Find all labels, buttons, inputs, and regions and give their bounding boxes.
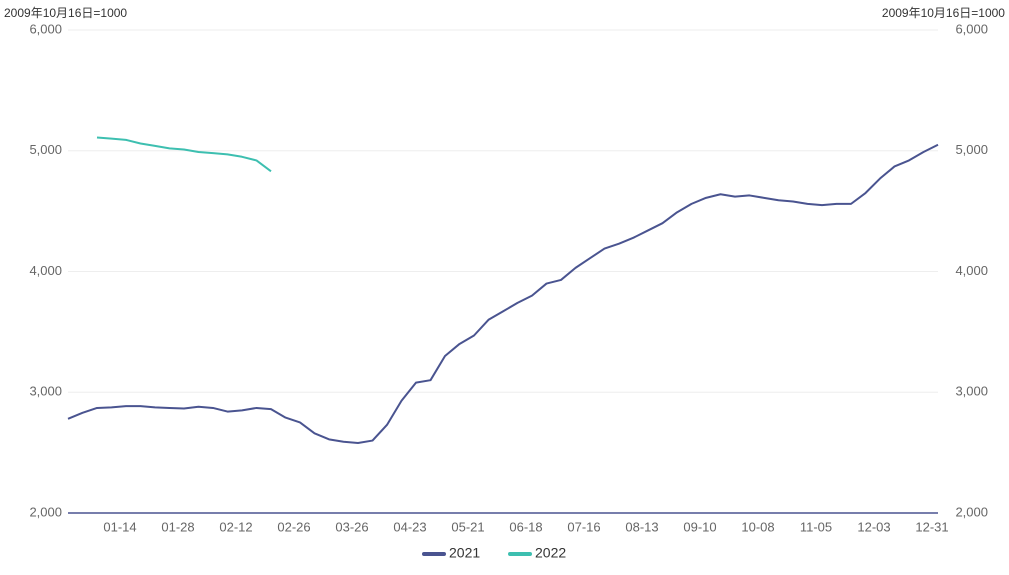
x-tick-label: 07-16 — [567, 519, 600, 534]
x-tick-label: 08-13 — [625, 519, 658, 534]
x-tick-label: 02-12 — [219, 519, 252, 534]
y2-tick-label: 3,000 — [955, 384, 988, 399]
y-tick-label: 2,000 — [29, 504, 62, 519]
x-tick-label: 01-14 — [103, 519, 136, 534]
x-tick-label: 02-26 — [277, 519, 310, 534]
y2-axis-label: 2009年10月16日=1000 — [882, 6, 1005, 20]
y2-tick-label: 2,000 — [955, 504, 988, 519]
line-series — [96, 136, 272, 173]
y-tick-label: 3,000 — [29, 384, 62, 399]
y-tick-label: 5,000 — [29, 142, 62, 157]
x-tick-label: 03-26 — [335, 519, 368, 534]
x-tick-label: 04-23 — [393, 519, 426, 534]
y-tick-label: 6,000 — [29, 21, 62, 36]
legend-label: 2022 — [535, 545, 566, 561]
x-tick-label: 06-18 — [509, 519, 542, 534]
x-tick-label: 01-28 — [161, 519, 194, 534]
x-tick-label: 12-03 — [857, 519, 890, 534]
y2-tick-label: 5,000 — [955, 142, 988, 157]
x-tick-label: 12-31 — [915, 519, 948, 534]
y-axis-label: 2009年10月16日=1000 — [4, 6, 127, 20]
x-tick-label: 11-05 — [800, 519, 832, 534]
x-tick-label: 05-21 — [451, 519, 484, 534]
legend-label: 2021 — [449, 545, 480, 561]
line-series — [67, 143, 939, 444]
y-tick-label: 4,000 — [29, 263, 62, 278]
x-tick-label: 10-08 — [741, 519, 774, 534]
y2-tick-label: 6,000 — [955, 21, 988, 36]
x-tick-label: 09-10 — [683, 519, 716, 534]
y2-tick-label: 4,000 — [955, 263, 988, 278]
